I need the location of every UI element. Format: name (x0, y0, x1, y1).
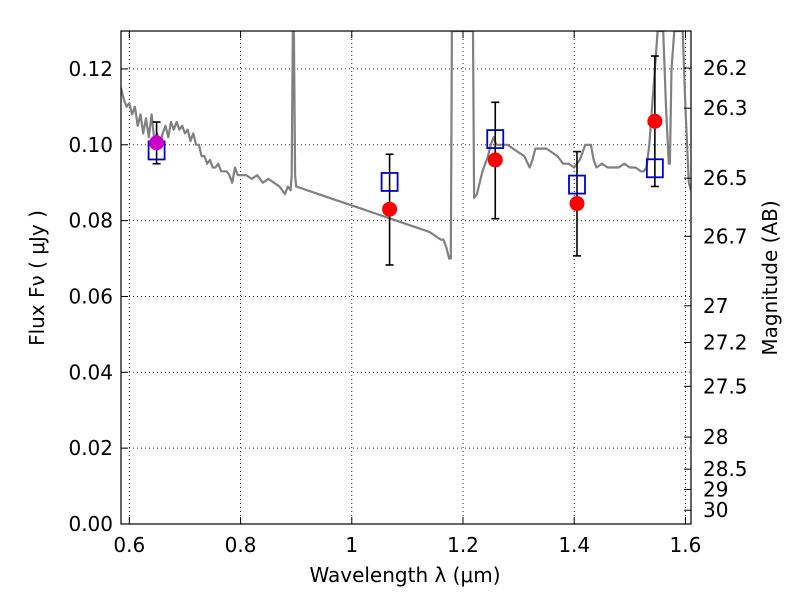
magnitude-tick-label: 28.5 (703, 457, 748, 481)
x-tick-label: 1.4 (558, 533, 590, 557)
y-tick-label: 0.02 (68, 436, 113, 460)
x-tick-label: 1.2 (447, 533, 479, 557)
x-tick-label: 1.6 (670, 533, 702, 557)
model-points-layer (147, 129, 664, 195)
observed-points-layer (149, 113, 663, 217)
model-point-square (486, 129, 505, 149)
magnitude-tick-label: 26.5 (703, 166, 748, 190)
y-tick-label: 0.10 (68, 133, 113, 157)
observed-point (647, 113, 663, 129)
y-axis-label: Flux Fν ( μJy ) (25, 210, 49, 346)
magnitude-tick-label: 27.2 (703, 330, 748, 354)
observed-point (382, 201, 398, 217)
x-tick-label: 1 (345, 533, 358, 557)
y-tick-label: 0.00 (68, 512, 113, 536)
y-tick-label: 0.12 (68, 57, 113, 81)
observed-point (487, 152, 503, 168)
model-spectrum-line (121, 31, 691, 260)
model-point-square (645, 158, 664, 179)
x-tick-label: 0.8 (225, 533, 257, 557)
x-ticks: 0.6 0.8 1 1.2 1.4 1.6 (113, 31, 701, 557)
y-right-axis-label: Magnitude (AB) (758, 200, 782, 355)
error-bars-layer (152, 55, 659, 266)
y-tick-label: 0.04 (68, 360, 113, 384)
observed-point (569, 196, 585, 212)
grid-lines (121, 31, 691, 524)
magnitude-tick-label: 26.2 (703, 56, 748, 80)
magnitude-tick-label: 27 (703, 294, 728, 318)
magnitude-tick-label: 29 (703, 477, 728, 501)
model-spectrum-layer (121, 31, 691, 260)
y-ticks: 0.00 0.02 0.04 0.06 0.08 0.10 0.12 (68, 57, 128, 536)
magnitude-tick-label: 26.3 (703, 96, 748, 120)
magnitude-tick-label: 28 (703, 425, 728, 449)
observed-point (149, 135, 165, 151)
model-point-square (380, 172, 399, 192)
x-tick-label: 0.6 (113, 533, 145, 557)
y-tick-label: 0.08 (68, 209, 113, 233)
model-point-square (568, 174, 586, 195)
magnitude-tick-label: 30 (703, 498, 728, 522)
plot-frame (120, 30, 692, 525)
y-tick-label: 0.06 (68, 284, 113, 308)
x-axis-label: Wavelength λ (μm) (309, 563, 500, 587)
magnitude-tick-label: 27.5 (703, 374, 748, 398)
magnitude-tick-label: 26.7 (703, 224, 748, 248)
